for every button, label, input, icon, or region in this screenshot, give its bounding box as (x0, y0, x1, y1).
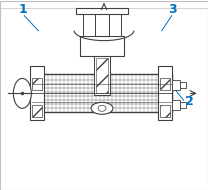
Bar (76, 8, 128, 14)
Ellipse shape (13, 78, 31, 108)
Bar (180, 102, 186, 108)
Ellipse shape (98, 105, 106, 111)
Bar (172, 100, 180, 110)
Bar (32, 74, 172, 112)
Bar (32, 78, 42, 90)
Bar (94, 55, 110, 95)
Bar (96, 58, 108, 93)
Bar (80, 36, 124, 55)
Bar (160, 78, 170, 90)
Bar (172, 80, 180, 90)
Bar (109, 14, 121, 36)
Bar (160, 105, 170, 117)
Bar (158, 66, 172, 120)
Text: 1: 1 (18, 3, 27, 16)
Text: 2: 2 (185, 95, 193, 108)
Bar (83, 14, 95, 36)
Bar (32, 105, 42, 117)
Text: 3: 3 (168, 3, 176, 16)
Ellipse shape (91, 102, 113, 114)
Bar (30, 66, 44, 120)
Bar (180, 82, 186, 88)
